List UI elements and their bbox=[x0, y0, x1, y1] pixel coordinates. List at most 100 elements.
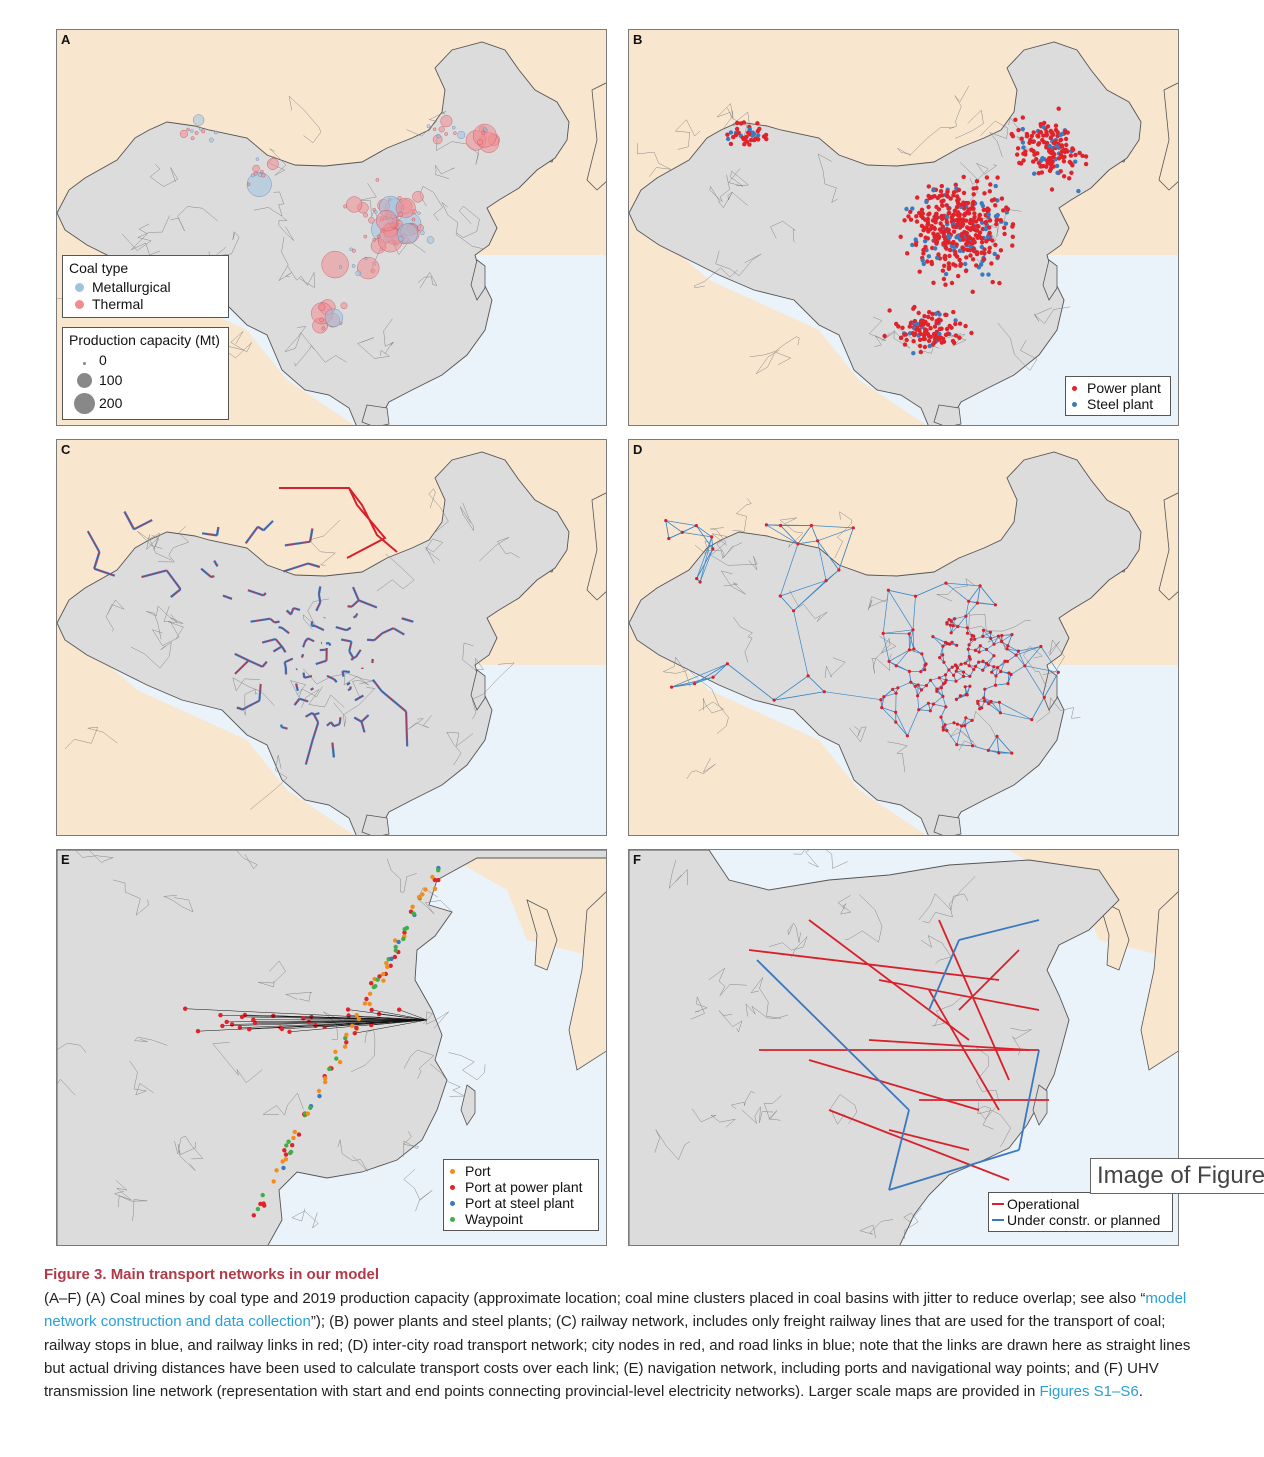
province-border bbox=[867, 596, 887, 611]
power-plant bbox=[946, 211, 951, 216]
city-node bbox=[806, 674, 810, 678]
city-node bbox=[944, 678, 948, 682]
port bbox=[283, 1157, 289, 1162]
power-plant bbox=[932, 324, 938, 329]
city-node bbox=[694, 524, 698, 528]
power-plant bbox=[981, 207, 986, 213]
road-link bbox=[946, 730, 958, 745]
road-link bbox=[888, 661, 910, 672]
province-border bbox=[687, 668, 729, 734]
legend-label: Under constr. or planned bbox=[1007, 1211, 1161, 1228]
city-node bbox=[984, 647, 989, 652]
railway-link bbox=[279, 487, 398, 559]
city-node bbox=[977, 660, 981, 664]
power-plant bbox=[1029, 133, 1034, 139]
province-border bbox=[425, 538, 444, 564]
road-link bbox=[881, 707, 897, 723]
power-plant bbox=[939, 228, 944, 234]
legend-label: Thermal bbox=[92, 296, 144, 312]
province-border bbox=[859, 1219, 894, 1239]
power-plant bbox=[945, 189, 950, 194]
port bbox=[333, 1049, 338, 1054]
city-node bbox=[969, 637, 973, 641]
province-border bbox=[460, 502, 474, 532]
city-node bbox=[851, 526, 855, 530]
caption-link-figures[interactable]: Figures S1–S6 bbox=[1039, 1383, 1139, 1401]
power-plant bbox=[951, 193, 956, 198]
taiwan bbox=[1042, 669, 1058, 711]
railway-link bbox=[374, 682, 382, 692]
panel-letter: C bbox=[61, 442, 71, 457]
province-border bbox=[446, 731, 474, 766]
line-icon bbox=[992, 1203, 1004, 1205]
road-link bbox=[1024, 646, 1042, 667]
power-plant bbox=[974, 179, 980, 184]
panel-letter: F bbox=[633, 852, 641, 867]
circle-icon bbox=[1072, 385, 1077, 391]
province-border bbox=[1036, 697, 1081, 723]
map-svg bbox=[629, 440, 1178, 835]
neighbor-land bbox=[629, 620, 927, 835]
power-plant bbox=[1058, 137, 1064, 142]
power-plant bbox=[963, 268, 969, 274]
road-link bbox=[999, 701, 1032, 720]
port-at-power-plant bbox=[402, 930, 407, 935]
province-border bbox=[436, 133, 480, 165]
power-plant bbox=[940, 224, 945, 229]
power-plant bbox=[986, 225, 992, 230]
hainan bbox=[361, 404, 390, 425]
city-node bbox=[965, 631, 970, 635]
power-plant bbox=[957, 257, 962, 263]
steel-plant bbox=[935, 255, 940, 260]
power-plant bbox=[1024, 133, 1030, 139]
steel-plant bbox=[1021, 145, 1026, 150]
city-node bbox=[943, 723, 947, 727]
image-of-figure-tag[interactable]: Image of Figure bbox=[1090, 1158, 1264, 1194]
power-plant bbox=[971, 186, 976, 191]
city-node bbox=[1023, 664, 1027, 668]
railway-link bbox=[141, 570, 167, 578]
province-border bbox=[977, 1101, 1011, 1147]
railway-link bbox=[284, 662, 287, 669]
power-plant bbox=[932, 226, 937, 231]
province-border bbox=[662, 656, 691, 687]
province-border bbox=[793, 850, 805, 855]
port-at-power-plant bbox=[352, 1031, 357, 1036]
province-border bbox=[174, 1135, 204, 1160]
panel-c: C bbox=[56, 439, 607, 836]
power-plant bbox=[927, 310, 932, 315]
road-link bbox=[882, 590, 889, 634]
railway-link bbox=[349, 651, 354, 659]
uhv-operational-line bbox=[958, 949, 1020, 1011]
city-node bbox=[968, 657, 972, 661]
power-plant bbox=[734, 126, 740, 132]
city-node bbox=[919, 688, 924, 692]
power-plant bbox=[982, 251, 987, 256]
power-plant bbox=[1064, 142, 1069, 148]
province-border bbox=[690, 996, 708, 1020]
city-node bbox=[920, 652, 924, 656]
city-node bbox=[924, 683, 928, 688]
waypoint bbox=[375, 977, 380, 982]
city-node bbox=[967, 664, 971, 668]
city-node bbox=[951, 624, 955, 628]
caption-link-data-collection[interactable]: model network construction and data coll… bbox=[44, 1290, 1187, 1331]
port bbox=[291, 1135, 296, 1141]
city-node bbox=[966, 647, 970, 651]
province-border bbox=[717, 191, 748, 209]
port bbox=[271, 1179, 276, 1184]
city-node bbox=[941, 728, 945, 732]
power-plant bbox=[982, 191, 987, 196]
legend-size-0: 0 bbox=[69, 351, 222, 369]
city-node bbox=[961, 674, 966, 678]
road-link bbox=[909, 649, 923, 655]
province-border bbox=[253, 191, 285, 217]
steel-plant bbox=[1060, 131, 1065, 137]
power-plant bbox=[1056, 106, 1061, 111]
waypoint bbox=[411, 911, 416, 916]
city-node bbox=[999, 639, 1004, 644]
power-plant bbox=[1031, 148, 1036, 154]
power-plant bbox=[956, 187, 962, 193]
power-plant bbox=[1004, 205, 1009, 210]
province-border bbox=[167, 613, 184, 640]
